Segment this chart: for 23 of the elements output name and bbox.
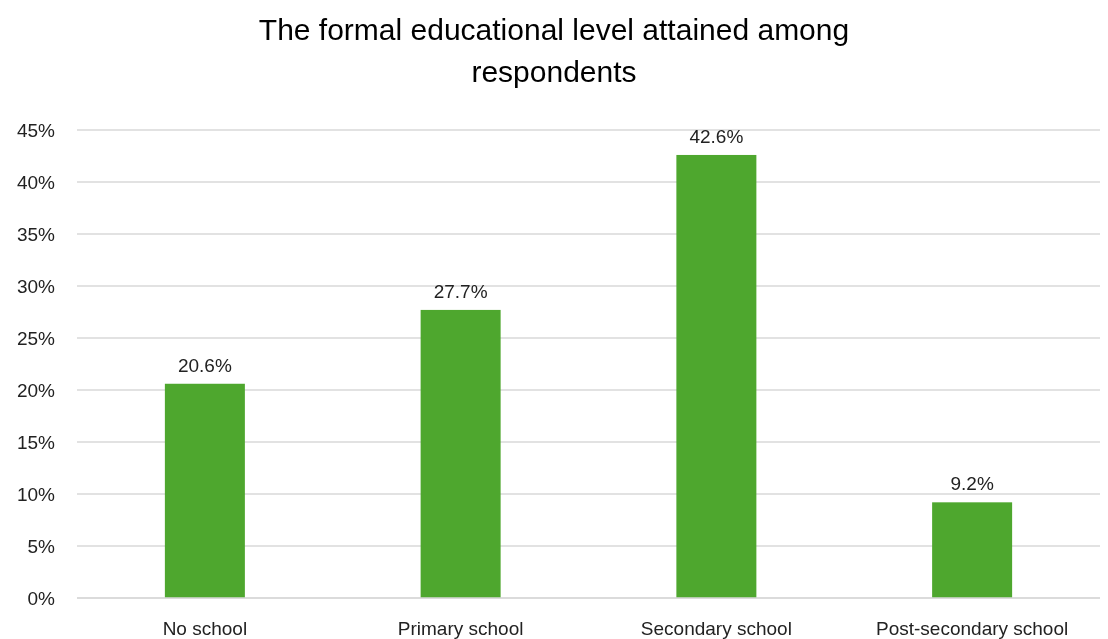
y-tick-label: 0%: [27, 587, 56, 609]
y-tick-label: 20%: [16, 379, 56, 401]
y-tick-label: 15%: [16, 431, 56, 453]
y-tick-label: 35%: [16, 223, 56, 245]
x-tick-label: No school: [162, 617, 248, 639]
y-tick-label: 5%: [27, 535, 56, 557]
x-tick-label: Primary school: [397, 617, 524, 639]
data-label: 27.7%: [433, 280, 488, 302]
y-tick-label: 25%: [16, 327, 56, 349]
bar: [932, 502, 1013, 598]
data-label: 42.6%: [689, 125, 744, 147]
y-tick-label: 30%: [16, 275, 56, 297]
x-tick-label: Post-secondary school: [876, 617, 1069, 639]
data-label: 20.6%: [177, 354, 232, 376]
y-tick-label: 40%: [16, 171, 56, 193]
bar: [676, 154, 757, 598]
chart-title: The formal educational level attained among respondents: [258, 13, 850, 88]
bar: [164, 383, 245, 598]
y-tick-label: 45%: [16, 119, 56, 141]
x-tick-label: Secondary school: [640, 617, 792, 639]
data-label: 9.2%: [950, 473, 994, 495]
bar: [420, 309, 501, 598]
y-tick-label: 10%: [16, 483, 56, 505]
